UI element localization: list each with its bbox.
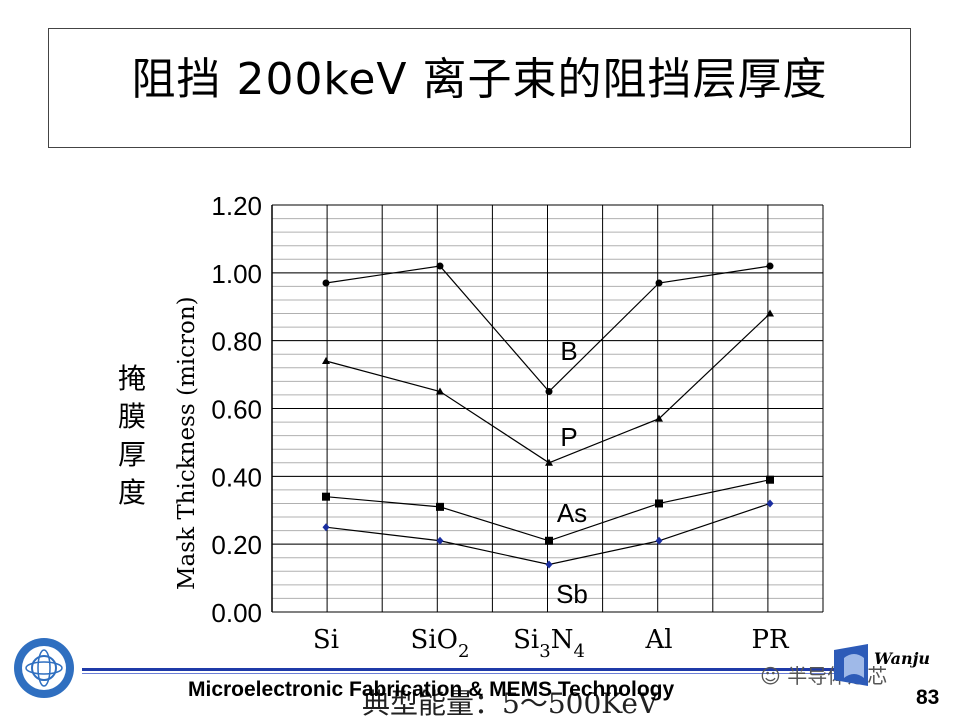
data-point-P [766,309,774,317]
data-point-Sb [436,536,444,545]
y-axis-label: Mask Thickness (micron) [174,296,200,590]
data-point-B [322,279,330,287]
university-logo [14,638,74,698]
data-point-As [436,502,444,511]
labels: 0.00 0.20 0.40 0.60 0.80 1.00 1.20 Mask Thickne… [174,191,790,662]
footer-divider [82,668,842,671]
x-tick-label: PR [751,625,789,655]
footer-divider-thin [82,673,842,674]
data-point-P [655,414,663,422]
title-box: 阻挡 200keV 离子束的阻挡层厚度 [48,28,911,148]
data-point-B [436,262,444,270]
series-label-P: P [560,422,577,452]
y-tick-label: 1.20 [211,191,262,221]
data-point-As [766,475,774,484]
data-point-P [436,387,444,395]
y-tick-label: 0.00 [211,598,262,628]
course-name: Microelectronic Fabrication & MEMS Techn… [188,678,675,701]
x-tick-label: Si3N4 [513,625,585,662]
energy-note: 典型能量：5～500KeV [362,687,659,720]
data-point-Sb [655,536,663,545]
data-point-B [545,388,553,396]
data-point-As [322,492,330,501]
data-point-P [545,458,553,466]
y-tick-label: 0.40 [211,462,262,492]
data-point-Sb [545,560,553,569]
data-point-As [545,536,553,545]
x-tick-label: Al [644,625,672,655]
grid [271,204,824,613]
x-tick-label: SiO2 [411,625,470,662]
y-tick-label: 0.80 [211,327,262,357]
series-label-As: As [557,498,587,528]
data-point-Sb [322,523,330,532]
page-number: 83 [916,686,940,709]
y-tick-label: 0.20 [211,530,262,560]
data-point-B [655,279,663,287]
data-point-Sb [766,499,774,508]
logo-right-text: Wanjun [874,649,930,668]
wechat-icon: ☺ [760,664,781,688]
x-tick-label: Si [313,625,339,655]
data-point-B [766,262,774,270]
data-point-As [655,499,663,508]
series-label-Sb: Sb [556,579,588,609]
slide-title: 阻挡 200keV 离子束的阻挡层厚度 [131,54,828,105]
watermark: ☺ 半导体之芯 [760,660,887,689]
y-axis-label-chinese: 掩膜厚度 [118,362,147,509]
series-label-B: B [560,336,577,366]
y-tick-label: 1.00 [211,259,262,289]
department-logo: Wanjun [834,644,930,686]
y-tick-label: 0.60 [211,395,262,425]
data-point-P [322,357,330,365]
series [322,262,774,569]
